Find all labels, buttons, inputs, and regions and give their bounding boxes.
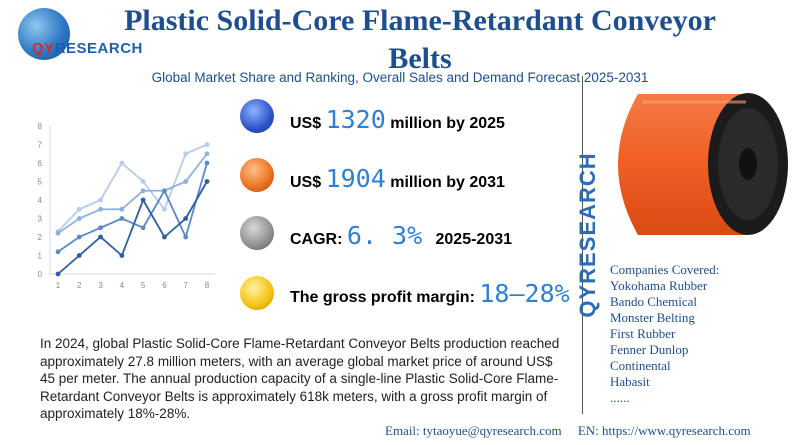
company-item: Habasit (610, 374, 650, 389)
companies-heading: Companies Covered: (610, 262, 720, 277)
footer-email[interactable]: Email: tytaoyue@qyresearch.com (385, 423, 562, 438)
companies-list: Companies Covered: Yokohama Rubber Bando… (610, 262, 795, 406)
divider (582, 76, 583, 414)
y-tick-label: 4 (38, 196, 43, 205)
data-point-s4 (204, 179, 210, 184)
data-point-s3 (183, 234, 189, 240)
x-tick-label: 8 (205, 281, 210, 290)
data-point-s1 (204, 142, 210, 147)
stat-icon-cagr (240, 216, 274, 250)
data-point-s2 (98, 206, 103, 212)
company-item: ...... (610, 390, 630, 405)
series-line-s3 (57, 162, 208, 253)
company-item: Yokohama Rubber (610, 278, 708, 293)
stat-icon-2031 (240, 158, 274, 192)
x-tick-label: 1 (56, 281, 61, 290)
stat-2031: US$ 1904 million by 2031 (290, 164, 505, 193)
stat-cagr: CAGR: 6. 3% 2025-2031 (290, 221, 513, 250)
series-line-s1 (57, 143, 208, 233)
company-item: Monster Belting (610, 310, 695, 325)
company-item: Continental (610, 358, 671, 373)
x-tick-label: 2 (77, 281, 82, 290)
y-tick-label: 7 (38, 141, 43, 150)
data-point-s1 (119, 160, 125, 166)
y-tick-label: 0 (38, 270, 43, 279)
data-point-s2 (119, 206, 125, 212)
data-point-s1 (162, 206, 167, 212)
company-item: Fenner Dunlop (610, 342, 689, 357)
stat-2025: US$ 1320 million by 2025 (290, 105, 505, 134)
y-tick-label: 5 (38, 178, 43, 187)
y-tick-label: 3 (38, 215, 43, 224)
data-point-s4 (162, 234, 167, 240)
company-item: Bando Chemical (610, 294, 698, 309)
y-tick-label: 6 (38, 159, 43, 168)
data-point-s1 (76, 206, 82, 212)
series-line-s4 (57, 181, 208, 275)
data-point-s1 (140, 179, 146, 184)
data-point-s1 (183, 151, 189, 157)
x-tick-label: 6 (162, 281, 167, 290)
data-point-s3 (162, 188, 167, 194)
data-point-s4 (76, 253, 82, 258)
data-point-s4 (55, 271, 61, 277)
stat-icon-2025 (240, 99, 274, 133)
conveyor-belt-image (618, 93, 788, 235)
x-tick-label: 4 (120, 281, 125, 290)
data-point-s2 (204, 151, 210, 157)
stat-icon-margin (240, 276, 274, 310)
globe-icon (18, 8, 70, 60)
data-point-s2 (76, 216, 82, 221)
report-title: Plastic Solid-Core Flame-Retardant Conve… (124, 4, 716, 75)
data-point-s4 (98, 234, 103, 240)
qyresearch-logo: QYRESEARCH (18, 6, 148, 68)
data-point-s4 (119, 253, 125, 258)
stat-margin-value: 18–28% (479, 279, 570, 308)
data-point-s2 (140, 188, 146, 194)
y-tick-label: 2 (38, 233, 43, 242)
series-line-s2 (57, 153, 208, 235)
x-tick-label: 7 (183, 281, 188, 290)
footer-website[interactable]: EN: https://www.qyresearch.com (577, 423, 751, 438)
data-point-s3 (98, 225, 103, 231)
data-point-s2 (55, 230, 61, 236)
y-tick-label: 1 (38, 252, 43, 261)
data-point-s3 (76, 234, 82, 240)
data-point-s3 (55, 249, 61, 255)
x-tick-label: 5 (141, 281, 146, 290)
data-point-s1 (98, 197, 103, 203)
footer: Email: tytaoyue@qyresearch.com EN: https… (385, 423, 751, 439)
data-point-s3 (119, 216, 125, 221)
data-point-s2 (183, 179, 189, 184)
stat-2025-value: 1320 (325, 105, 386, 134)
stat-2031-value: 1904 (325, 164, 386, 193)
data-point-s3 (204, 160, 210, 166)
summary-paragraph: In 2024, global Plastic Solid-Core Flame… (40, 336, 560, 421)
data-point-s4 (140, 197, 146, 203)
stat-margin: The gross profit margin: 18–28% (290, 279, 570, 308)
data-point-s3 (140, 225, 146, 231)
stat-cagr-value: 6. 3% (346, 221, 423, 250)
y-tick-label: 8 (38, 122, 43, 131)
logo-text: QYRESEARCH (32, 40, 143, 57)
line-chart: 0 1 2 3 4 5 6 7 8 1 2 3 4 5 6 7 8 (38, 122, 215, 290)
report-subtitle: Global Market Share and Ranking, Overall… (151, 70, 649, 85)
company-item: First Rubber (610, 326, 676, 341)
data-point-s4 (183, 216, 189, 221)
x-tick-label: 3 (98, 281, 103, 290)
